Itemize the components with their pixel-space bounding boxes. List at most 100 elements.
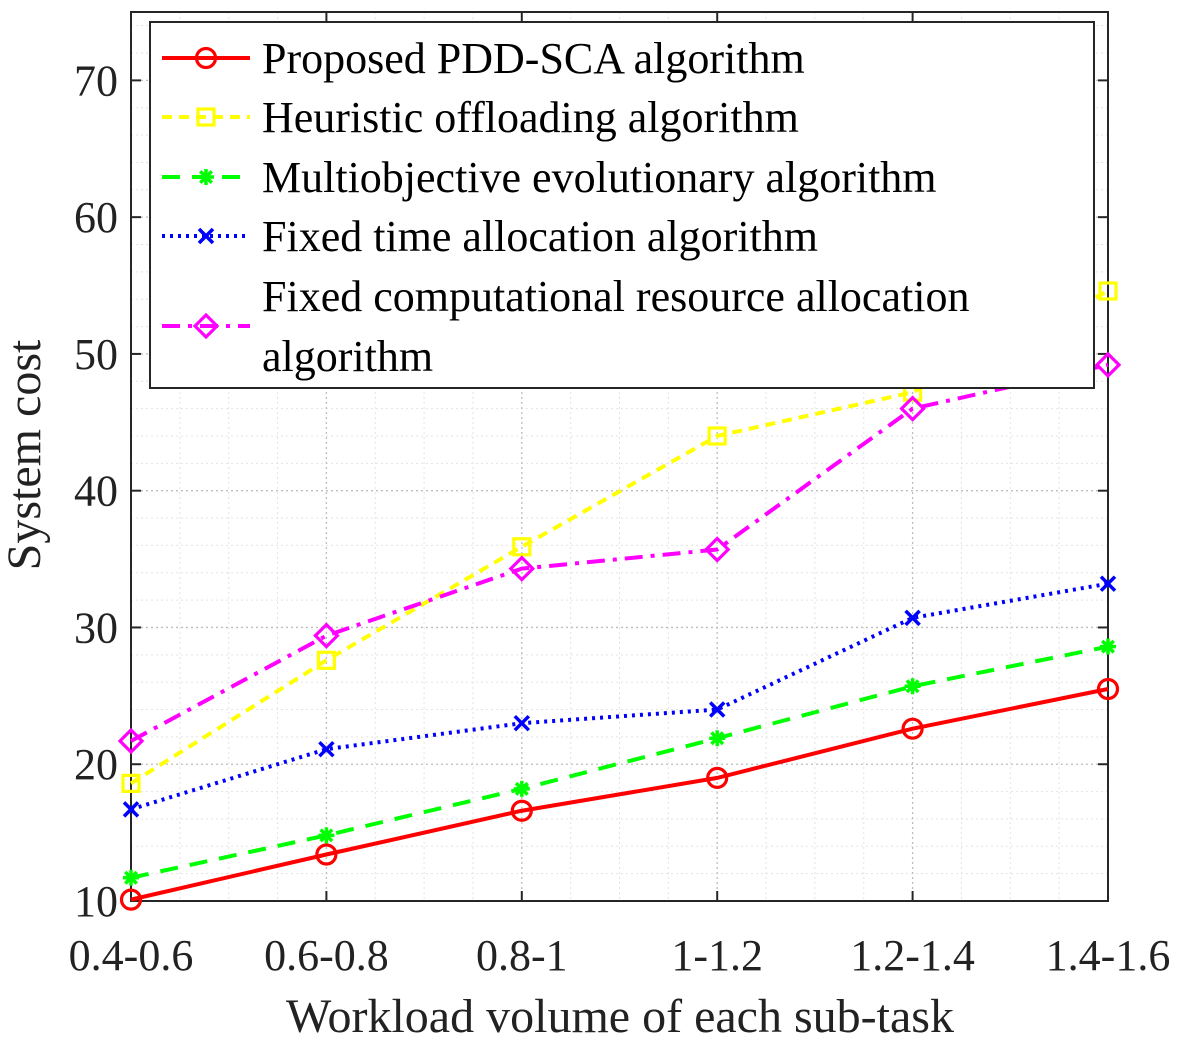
data-point-marker [904, 678, 921, 695]
diamond-marker [1094, 351, 1122, 379]
data-point-marker [706, 766, 729, 790]
x-tick-label: 0.6-0.8 [264, 931, 389, 980]
legend-entry: Proposed PDD-SCA algorithm [162, 34, 805, 83]
y-tick-label: 70 [74, 56, 118, 105]
circle-marker [1096, 677, 1120, 701]
legend-label: Heuristic offloading algorithm [262, 93, 799, 142]
legend: Proposed PDD-SCA algorithm Heuristic offl… [149, 21, 1095, 389]
diamond-marker [508, 555, 536, 582]
square-marker [121, 773, 141, 793]
x-tick-label: 1.2-1.4 [850, 931, 975, 980]
diamond-marker [117, 727, 145, 755]
square-marker [316, 650, 336, 670]
circle-marker [119, 888, 143, 911]
x-axis-title: Workload volume of each sub-task [286, 990, 954, 1043]
circle-marker [315, 843, 338, 866]
y-tick-label: 50 [74, 330, 118, 379]
data-point-marker [899, 395, 926, 422]
x-marker [708, 701, 726, 718]
series-diamond [117, 351, 1122, 755]
data-point-marker [513, 714, 531, 732]
diamond-marker [192, 312, 220, 340]
square-marker [1098, 281, 1118, 301]
square-marker [707, 426, 727, 446]
data-point-marker [508, 555, 536, 582]
data-point-marker [119, 888, 143, 911]
y-tick-label: 60 [74, 193, 118, 242]
series-x [122, 575, 1117, 818]
legend-entry: Fixed computational resource allocation a… [162, 272, 969, 381]
data-point-marker [512, 537, 532, 557]
data-point-marker [1094, 351, 1122, 379]
circle-marker [901, 717, 924, 740]
x-tick-label: 1.4-1.6 [1046, 931, 1171, 980]
data-point-marker [197, 227, 215, 245]
asterisk-marker [319, 828, 334, 843]
circle-marker [706, 766, 729, 790]
plot-frame [130, 11, 1109, 902]
legend-label: Fixed computational resource allocation [262, 272, 969, 321]
data-point-marker [117, 727, 145, 755]
data-point-marker [192, 312, 220, 340]
y-tick-label: 20 [74, 740, 118, 789]
data-point-marker [1098, 281, 1118, 301]
diamond-marker [313, 622, 340, 649]
data-point-marker [198, 169, 214, 185]
asterisk-marker [514, 781, 529, 796]
series-circle [119, 677, 1120, 911]
data-point-marker [318, 740, 335, 758]
tick-labels: 0.4-0.6 0.6-0.8 0.8-1 1-1.2 1.2-1.4 1.4-1.6 10… [69, 56, 1171, 980]
legend-label: Multiobjective evolutionary algorithm [262, 153, 937, 202]
data-point-marker [122, 801, 140, 818]
asterisk-marker [199, 170, 213, 184]
series-line [130, 581, 1109, 812]
x-tick-label: 0.8-1 [476, 931, 568, 980]
square-marker [196, 107, 216, 127]
circle-marker [510, 799, 533, 822]
data-point-marker [318, 827, 335, 844]
data-point-marker [707, 426, 727, 446]
series-asterisk [123, 638, 1116, 886]
series-group [117, 281, 1122, 911]
asterisk-marker [124, 870, 138, 885]
data-point-marker [121, 773, 141, 793]
legend-box [149, 21, 1095, 389]
data-point-marker [904, 609, 921, 627]
data-point-marker [123, 869, 139, 886]
data-point-marker [708, 701, 726, 718]
axes [130, 11, 1109, 902]
diamond-marker [899, 395, 926, 422]
y-axis-title: System cost [0, 339, 51, 570]
data-point-marker [194, 46, 218, 70]
asterisk-marker [1101, 639, 1115, 654]
data-point-marker [196, 107, 216, 127]
x-marker [122, 801, 140, 818]
legend-label: Fixed time allocation algorithm [262, 212, 818, 261]
circle-marker [194, 46, 218, 70]
x-marker [197, 227, 215, 245]
asterisk-marker [905, 679, 920, 694]
data-point-marker [901, 717, 924, 740]
data-point-marker [315, 843, 338, 866]
legend-entry: Heuristic offloading algorithm [162, 93, 799, 142]
y-tick-label: 40 [74, 467, 118, 516]
y-tick-label: 30 [74, 603, 118, 652]
x-tick-label: 0.4-0.6 [69, 931, 194, 980]
data-point-marker [510, 799, 533, 822]
diamond-marker [703, 536, 731, 563]
data-point-marker [316, 650, 336, 670]
x-marker [513, 714, 531, 732]
legend-entry: Multiobjective evolutionary algorithm [162, 153, 937, 202]
series-line [130, 644, 1109, 880]
y-tick-label: 10 [74, 877, 118, 926]
x-marker [318, 740, 335, 758]
x-tick-label: 1-1.2 [671, 931, 763, 980]
data-point-marker [1100, 638, 1116, 655]
data-point-marker [1099, 575, 1117, 592]
data-point-marker [709, 730, 726, 747]
legend-label: algorithm [262, 332, 433, 381]
data-point-marker [313, 622, 340, 649]
legend-label: Proposed PDD-SCA algorithm [262, 34, 805, 83]
square-marker [512, 537, 532, 557]
